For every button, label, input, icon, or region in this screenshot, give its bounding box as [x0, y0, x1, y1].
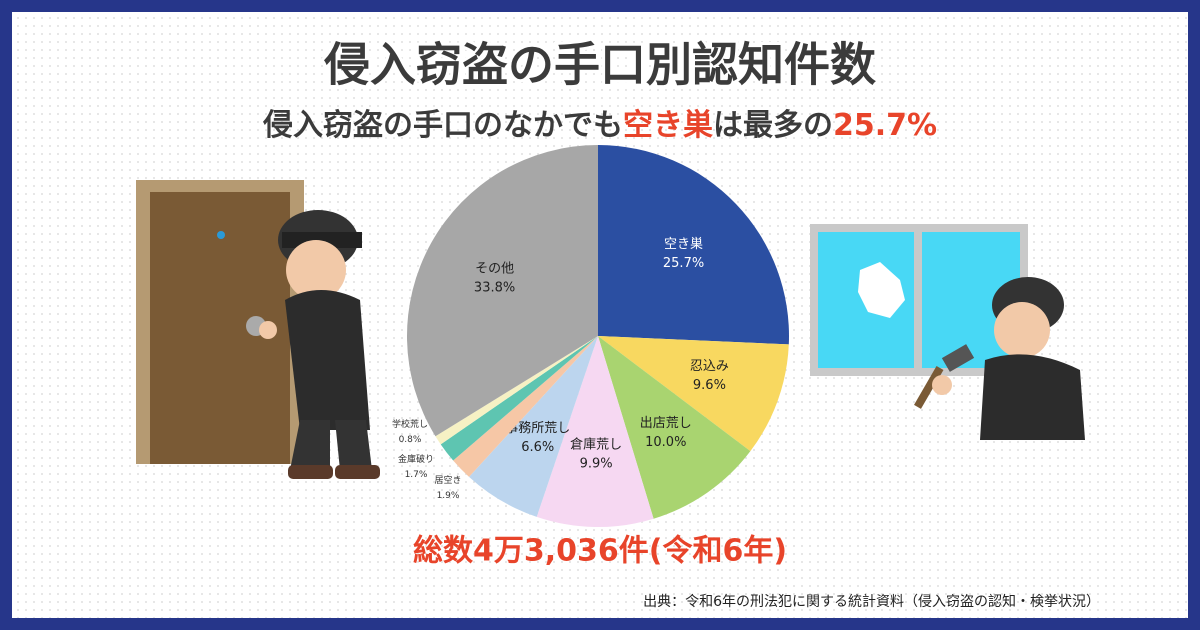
slice-label: その他: [475, 261, 514, 276]
slice-label: 金庫破り: [398, 453, 434, 465]
slice-label: 居空き: [434, 474, 461, 486]
pie-slice: [435, 336, 598, 445]
window-illustration: [810, 224, 1085, 440]
slice-label: 出店荒し: [640, 416, 692, 431]
door-illustration: [136, 180, 380, 479]
slice-label: 忍込み: [690, 359, 729, 374]
total-note: 総数4万3,036件(令和6年): [413, 534, 787, 569]
slice-value-label: 1.7%: [405, 470, 428, 480]
pie: 空き巣 25.7% 忍込み 9.6% 出店荒し 10.0% 倉庫荒し 9.9% 事務所荒し 6.6…: [392, 145, 790, 527]
pie-slice: [536, 336, 654, 527]
subtitle-highlight: 25.7%: [833, 108, 937, 143]
slice-label: 倉庫荒し: [570, 437, 622, 452]
pie-slice: [406, 145, 598, 437]
slice-value-label: 6.6%: [521, 440, 554, 455]
title: 侵入窃盗の手口別認知件数: [323, 38, 876, 92]
slice-value-label: 0.8%: [399, 435, 422, 445]
pie-slice: [469, 336, 598, 517]
slice-value-label: 1.9%: [437, 491, 460, 501]
slice-value-label: 25.7%: [663, 256, 704, 271]
pie-slice: [598, 336, 751, 519]
slice-value-label: 10.0%: [645, 435, 686, 450]
pie-slice: [598, 336, 789, 452]
subtitle-highlight: 空き巣: [623, 108, 713, 143]
subtitle: 侵入窃盗の手口のなかでも空き巣は最多の25.7%: [262, 108, 937, 143]
slice-value-label: 33.8%: [474, 280, 515, 295]
source: 出典：令和6年の刑法犯に関する統計資料（侵入窃盗の認知・検挙状況）: [643, 593, 1100, 610]
pie-slice: [453, 336, 598, 477]
pie-slice: [598, 145, 790, 345]
slice-value-label: 9.9%: [580, 456, 613, 471]
slice-label: 空き巣: [664, 237, 703, 252]
subtitle-part: は最多の: [713, 108, 833, 143]
slice-label: 事務所荒し: [505, 421, 570, 436]
subtitle-part: 侵入窃盗の手口のなかでも: [262, 108, 623, 143]
slice-value-label: 9.6%: [693, 378, 726, 393]
slice-label: 学校荒し: [392, 418, 428, 430]
pie-slice: [440, 336, 598, 461]
